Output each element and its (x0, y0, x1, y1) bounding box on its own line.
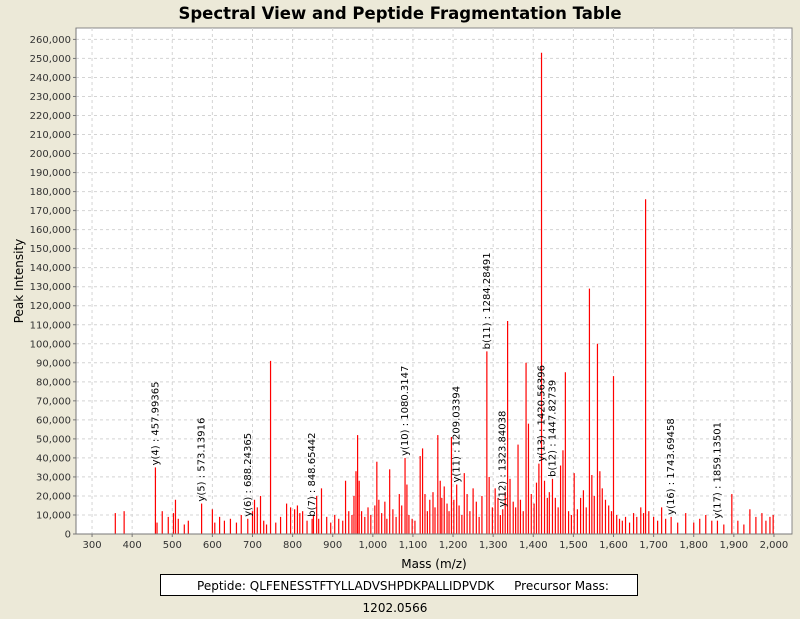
y-tick-label: 240,000 (30, 73, 71, 84)
peak-layer (114, 52, 774, 534)
y-tick-label: 0 (65, 530, 71, 541)
spectrum-chart: 0 10,000 20,000 30,000 40,000 50,000 60,000 70,… (12, 27, 793, 571)
peak-annotation: y(13) : 1420.56396 (537, 365, 548, 462)
x-axis-label: Mass (m/z) (401, 557, 466, 571)
x-tick-label: 1,800 (679, 540, 708, 551)
chart-title: Spectral View and Peptide Fragmentation … (178, 4, 622, 23)
y-tick-label: 40,000 (36, 453, 71, 464)
x-tick-label: 900 (323, 540, 342, 551)
y-tick-label: 260,000 (30, 35, 71, 46)
x-tick-label: 1,000 (359, 540, 388, 551)
x-tick-label: 1,500 (559, 540, 588, 551)
peak-annotation: y(16) : 1743.69458 (666, 418, 677, 515)
y-tick-label: 190,000 (30, 168, 71, 179)
x-tick-label: 1,700 (639, 540, 668, 551)
y-tick-label: 170,000 (30, 206, 71, 217)
x-tick-label: 1,300 (479, 540, 508, 551)
x-tick-label: 600 (203, 540, 222, 551)
y-tick-label: 50,000 (36, 434, 71, 445)
annotation-layer: y(4) : 457.99365 y(5) : 573.13916 y(6) : 6… (150, 252, 723, 518)
x-tick-label: 500 (163, 540, 182, 551)
peak-annotation: y(12) : 1323.84038 (498, 411, 509, 508)
x-tick-label: 800 (283, 540, 302, 551)
y-tick-label: 80,000 (36, 377, 71, 388)
x-tick-label: 1,100 (399, 540, 428, 551)
peak-annotation: b(7) : 848.65442 (307, 432, 318, 516)
y-tick-label: 100,000 (30, 339, 71, 350)
y-tick-label: 20,000 (36, 491, 71, 502)
peptide-info-box: Peptide: QLFENESSTFTYLLADVSHPDKPALLIDPVD… (160, 574, 638, 615)
y-tick-label: 30,000 (36, 472, 71, 483)
y-tick-label: 70,000 (36, 396, 71, 407)
y-tick-label: 10,000 (36, 510, 71, 521)
plot-area (75, 27, 793, 535)
y-tick-label: 120,000 (30, 301, 71, 312)
x-tick-label: 1,900 (720, 540, 749, 551)
grid-layer (76, 28, 792, 535)
peak-annotation: y(5) : 573.13916 (197, 418, 208, 502)
y-tick-label: 130,000 (30, 282, 71, 293)
peptide-label: Peptide: QLFENESSTFTYLLADVSHPDKPALLIDPVD… (197, 579, 495, 593)
peak-annotation: b(11) : 1284.28491 (482, 252, 493, 349)
x-tick-label: 1,400 (519, 540, 548, 551)
x-tick-label: 700 (243, 540, 262, 551)
y-tick-label: 220,000 (30, 111, 71, 122)
y-tick-label: 200,000 (30, 149, 71, 160)
peak-annotation: y(6) : 688.24365 (243, 433, 254, 517)
x-tick-label: 1,600 (599, 540, 628, 551)
x-tick-label: 300 (82, 540, 101, 551)
y-tick-label: 230,000 (30, 92, 71, 103)
y-tick-label: 160,000 (30, 225, 71, 236)
peak-annotation: y(4) : 457.99365 (150, 382, 161, 466)
y-axis-label: Peak Intensity (12, 239, 26, 324)
y-tick-label: 250,000 (30, 54, 71, 65)
y-tick-label: 210,000 (30, 130, 71, 141)
x-tick-label: 400 (123, 540, 142, 551)
y-tick-label: 110,000 (30, 320, 71, 331)
peak-annotation: y(11) : 1209.03394 (452, 386, 463, 483)
x-tick-label: 1,200 (439, 540, 468, 551)
peak-annotation: y(10) : 1080.3147 (400, 366, 411, 456)
y-tick-label: 140,000 (30, 263, 71, 274)
peak-annotation: b(12) : 1447.82739 (547, 380, 558, 477)
y-tick-label: 180,000 (30, 187, 71, 198)
y-tick-label: 150,000 (30, 244, 71, 255)
peak-annotation: y(17) : 1859.13501 (712, 422, 723, 519)
x-tick-label: 2,000 (760, 540, 789, 551)
y-tick-label: 90,000 (36, 358, 71, 369)
y-tick-label: 60,000 (36, 415, 71, 426)
axis-layer: 0 10,000 20,000 30,000 40,000 50,000 60,000 70,… (30, 28, 792, 551)
